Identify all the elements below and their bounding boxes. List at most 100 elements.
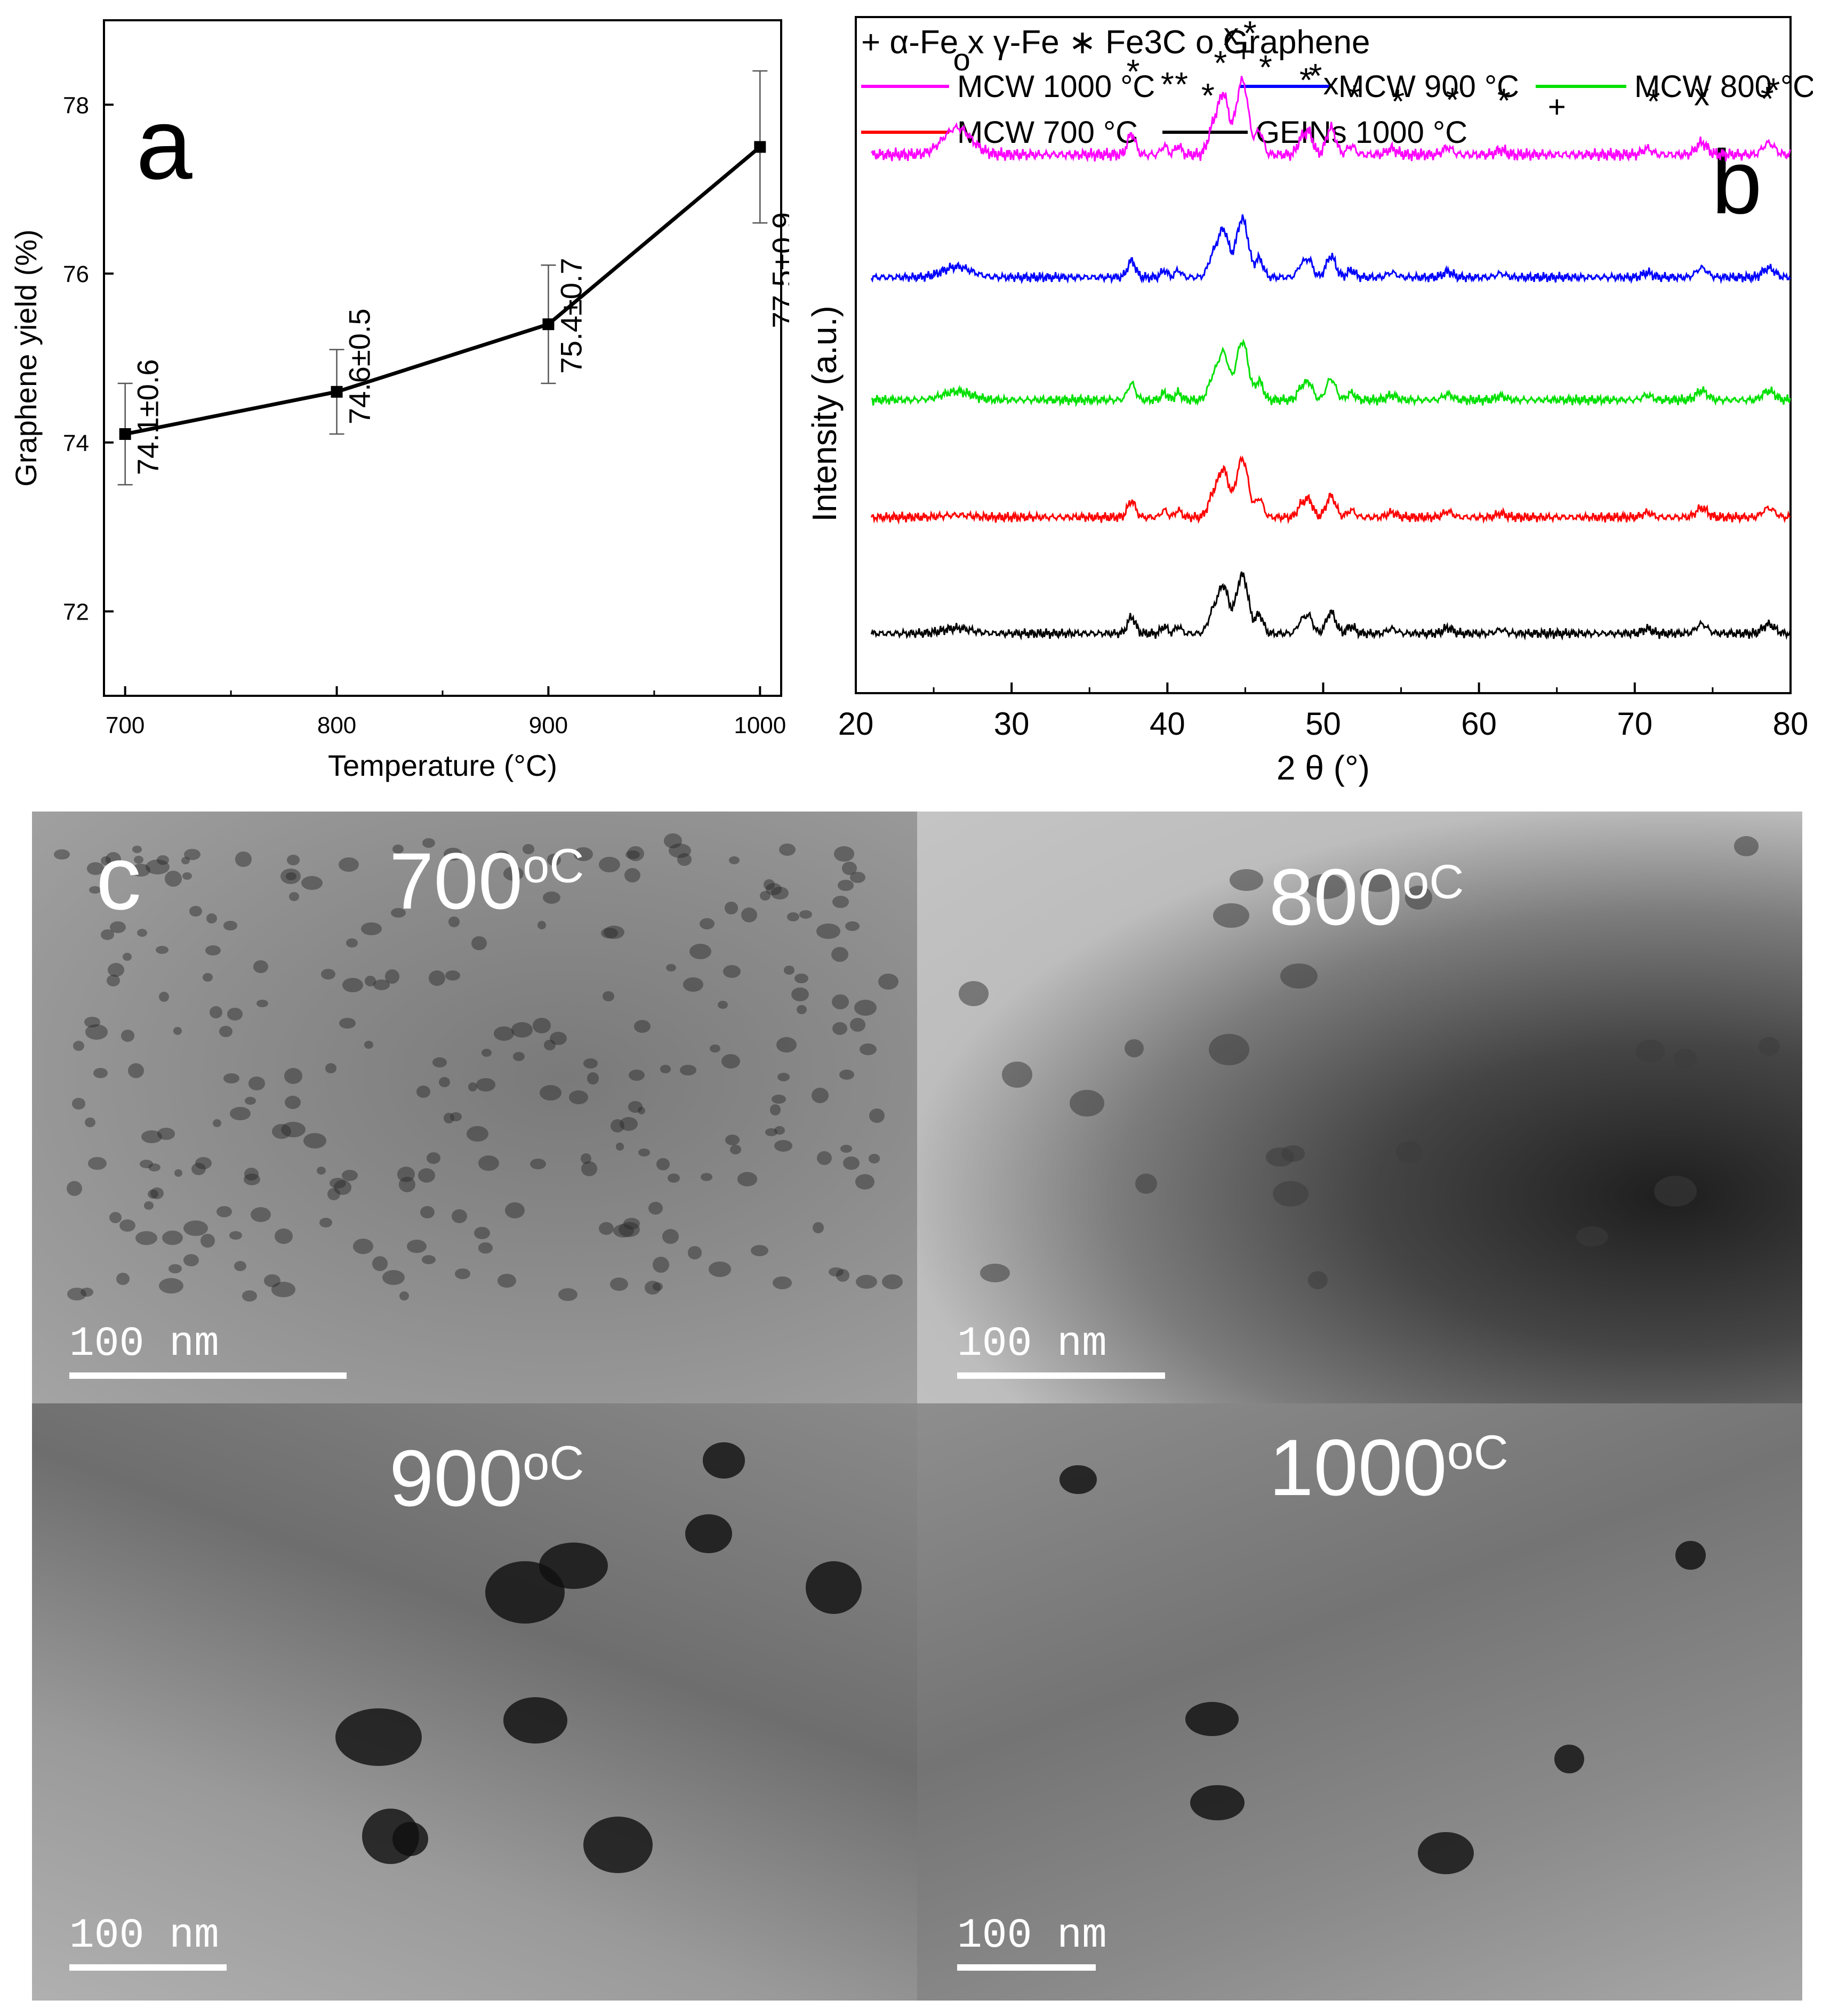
peak-marker: * (1347, 78, 1361, 116)
nanoparticle (679, 1064, 697, 1076)
nanoparticle (289, 892, 300, 901)
nanoparticle (603, 991, 614, 1002)
nanoparticle (392, 845, 404, 854)
nanoparticle (88, 1156, 107, 1170)
nanoparticle (770, 1104, 781, 1115)
nanoparticle (513, 1051, 525, 1062)
nanoparticle (181, 856, 190, 865)
nanoparticle (709, 1044, 721, 1053)
nanoparticle (832, 895, 849, 909)
nanoparticle (183, 1220, 208, 1236)
peak-marker: + (1235, 34, 1253, 69)
nanoparticle (854, 1000, 877, 1016)
nanoparticle (648, 1201, 663, 1215)
nanoparticle (100, 929, 114, 940)
nanoparticle (427, 1152, 440, 1164)
nanoparticle (837, 879, 854, 891)
nanoparticle (361, 922, 382, 936)
nanoparticle (581, 1153, 592, 1164)
nanoparticle (728, 856, 740, 864)
nanoparticle (725, 1135, 740, 1145)
nanoparticle (448, 917, 460, 928)
legend-label: MCW 1000 °C (957, 69, 1155, 104)
nanoparticle (157, 855, 170, 865)
nanoparticle (256, 999, 268, 1008)
nanoparticle (162, 1230, 183, 1246)
nanoparticle (274, 1228, 293, 1244)
nanoparticle (429, 970, 446, 986)
x-axis-label: 2 θ (°) (1277, 749, 1370, 787)
nanoparticle (831, 947, 849, 962)
nanoparticle (476, 1078, 495, 1091)
scale-bar (69, 1964, 227, 1971)
nanoparticle (495, 850, 509, 859)
legend-label: MCW 800 °C (1634, 69, 1813, 104)
nanoparticle (203, 973, 213, 982)
nanoparticle (1734, 836, 1759, 857)
nanoparticle (839, 1069, 855, 1080)
nanoparticle (418, 1168, 436, 1183)
nanoparticle (549, 1031, 567, 1045)
legend-label: MCW 700 °C (957, 115, 1138, 150)
panel-a-letter: a (136, 87, 192, 200)
nanoparticle (127, 1063, 145, 1079)
nanoparticle (860, 1043, 877, 1056)
nanoparticle (1272, 1180, 1309, 1207)
nanoparticle (540, 1085, 561, 1101)
panel-c-letter: c (96, 828, 141, 929)
nanoparticle (601, 927, 619, 939)
nanoparticle (116, 1273, 130, 1286)
legend-label: GEINs 1000 °C (1256, 115, 1467, 150)
nanoparticle (157, 1128, 175, 1140)
nanoparticle (687, 1246, 702, 1259)
peak-marker: * (1299, 61, 1313, 99)
nanoparticle (183, 1254, 199, 1266)
nanoparticle (173, 1026, 182, 1035)
scale-label: 100 nm (957, 1913, 1107, 1959)
nanoparticle (382, 1270, 405, 1286)
nanoparticle (623, 1218, 640, 1230)
nanoparticle (122, 952, 132, 961)
nanoparticle (812, 1222, 824, 1233)
nanoparticle (140, 1160, 154, 1169)
nanoparticle (529, 1158, 547, 1169)
nanoparticle (628, 1101, 643, 1113)
nanoparticle (227, 1008, 243, 1021)
nanoparticle (794, 973, 808, 984)
xrd-trace (871, 338, 1791, 407)
nanoparticle (250, 1207, 271, 1223)
peak-marker: * (1259, 48, 1272, 86)
nanoparticle (543, 1039, 556, 1051)
nanoparticle (148, 1163, 161, 1172)
nanoparticle (342, 978, 363, 993)
xrd-chart: 20 30 40 50 60 70 80 2 θ (°) Intensity (a.u.) + α… (805, 14, 1813, 787)
nanoparticle (869, 1108, 885, 1123)
nanoparticle (432, 1057, 447, 1067)
nanoparticle (765, 1128, 778, 1136)
nanoparticle (721, 1054, 740, 1069)
peak-marker: x (1224, 17, 1239, 52)
nanoparticle (452, 1209, 467, 1223)
nanoparticle (216, 1206, 232, 1217)
nanoparticle (1213, 903, 1250, 928)
nanoparticle (168, 1264, 182, 1274)
nanoparticle (574, 847, 593, 861)
nanoparticle (398, 1176, 416, 1193)
nanoparticle (855, 1274, 877, 1289)
peak-marker: * (1767, 71, 1780, 109)
nanoparticle (280, 869, 301, 885)
nanoparticle (701, 1172, 712, 1181)
nanoparticle (183, 848, 201, 860)
nanoparticle (770, 887, 789, 900)
nanoparticle (662, 1228, 679, 1244)
nanoparticle (725, 902, 738, 914)
nanoparticle (683, 977, 704, 992)
temperature-label: 900oC (389, 1433, 584, 1523)
nanoparticle (372, 1256, 388, 1272)
x-axis-label: Temperature (°C) (328, 749, 557, 782)
nanoparticle (878, 974, 898, 990)
nanoparticle (638, 1148, 650, 1157)
nanoparticle (200, 1233, 215, 1248)
nanoparticle (397, 1167, 415, 1182)
nanoparticle (156, 946, 169, 954)
